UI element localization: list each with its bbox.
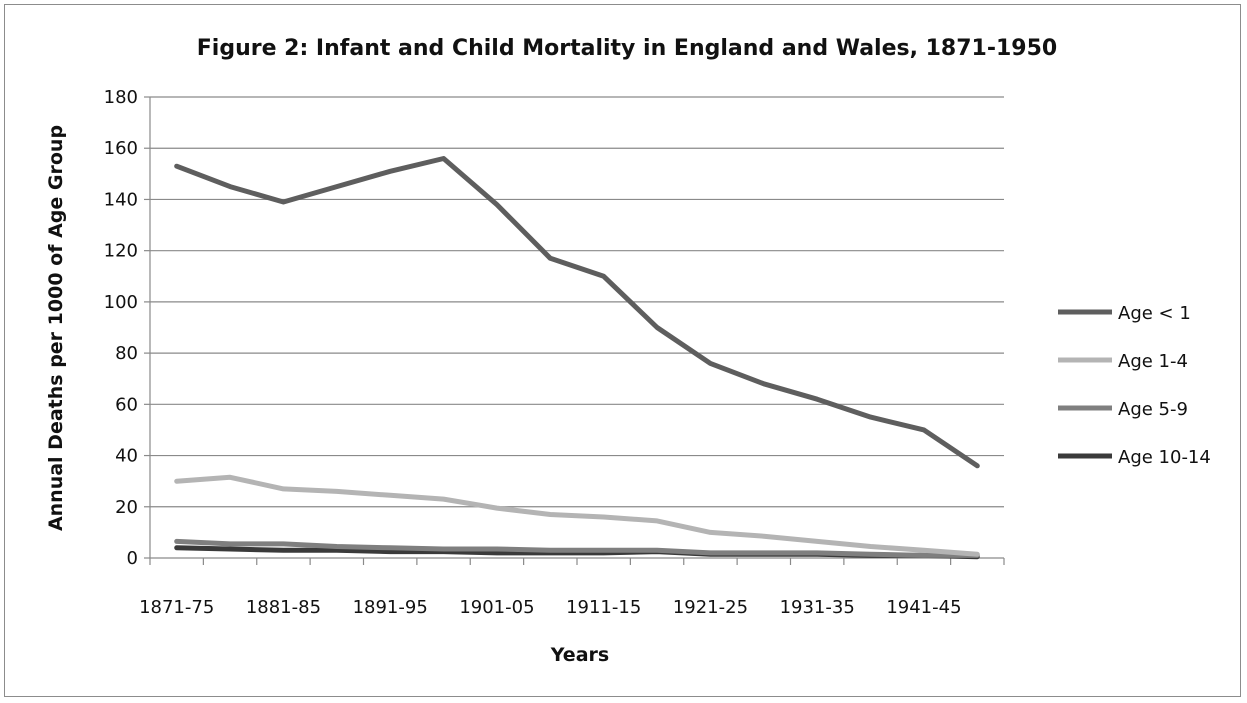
x-tick-label: 1901-05	[459, 597, 534, 618]
x-tick-label: 1931-35	[780, 597, 855, 618]
y-axis-title: Annual Deaths per 1000 of Age Group	[45, 125, 67, 531]
x-tick-label: 1891-95	[353, 597, 428, 618]
x-tick-label: 1941-45	[886, 597, 961, 618]
y-tick-label: 60	[115, 394, 138, 415]
x-tick-label: 1911-15	[566, 597, 641, 618]
x-tick-label: 1921-25	[673, 597, 748, 618]
gridlines	[150, 96, 1004, 508]
series-line	[174, 156, 980, 469]
axes	[144, 96, 1005, 565]
y-tick-label: 20	[115, 497, 138, 518]
x-axis-ticks: 1871-75 1881-85 1891-95 1901-05 1911-15 1921-…	[139, 597, 961, 618]
chart-title: Figure 2: Infant and Child Mortality in …	[197, 36, 1057, 61]
legend-label: Age 10-14	[1118, 447, 1211, 468]
y-tick-label: 40	[115, 446, 138, 467]
legend-label: Age 1-4	[1118, 351, 1188, 372]
y-tick-label: 0	[127, 548, 138, 569]
x-tick-label: 1881-85	[246, 597, 321, 618]
legend-label: Age 5-9	[1118, 399, 1188, 420]
y-tick-label: 140	[104, 189, 138, 210]
series-line	[174, 474, 980, 557]
x-tick-label: 1871-75	[139, 597, 214, 618]
y-tick-label: 120	[104, 241, 138, 262]
legend-label: Age < 1	[1118, 303, 1191, 324]
series-line	[174, 538, 980, 558]
y-tick-label: 180	[104, 87, 138, 108]
x-axis-title: Years	[550, 644, 609, 666]
chart-frame	[4, 4, 1241, 697]
y-axis-ticks: 0 20 40 60 80 100 120 140 160 180	[104, 87, 138, 569]
y-tick-label: 160	[104, 138, 138, 159]
y-tick-label: 80	[115, 343, 138, 364]
series-lines	[174, 156, 980, 560]
legend: Age < 1 Age 1-4 Age 5-9 Age 10-14	[1058, 303, 1211, 468]
y-tick-label: 100	[104, 292, 138, 313]
